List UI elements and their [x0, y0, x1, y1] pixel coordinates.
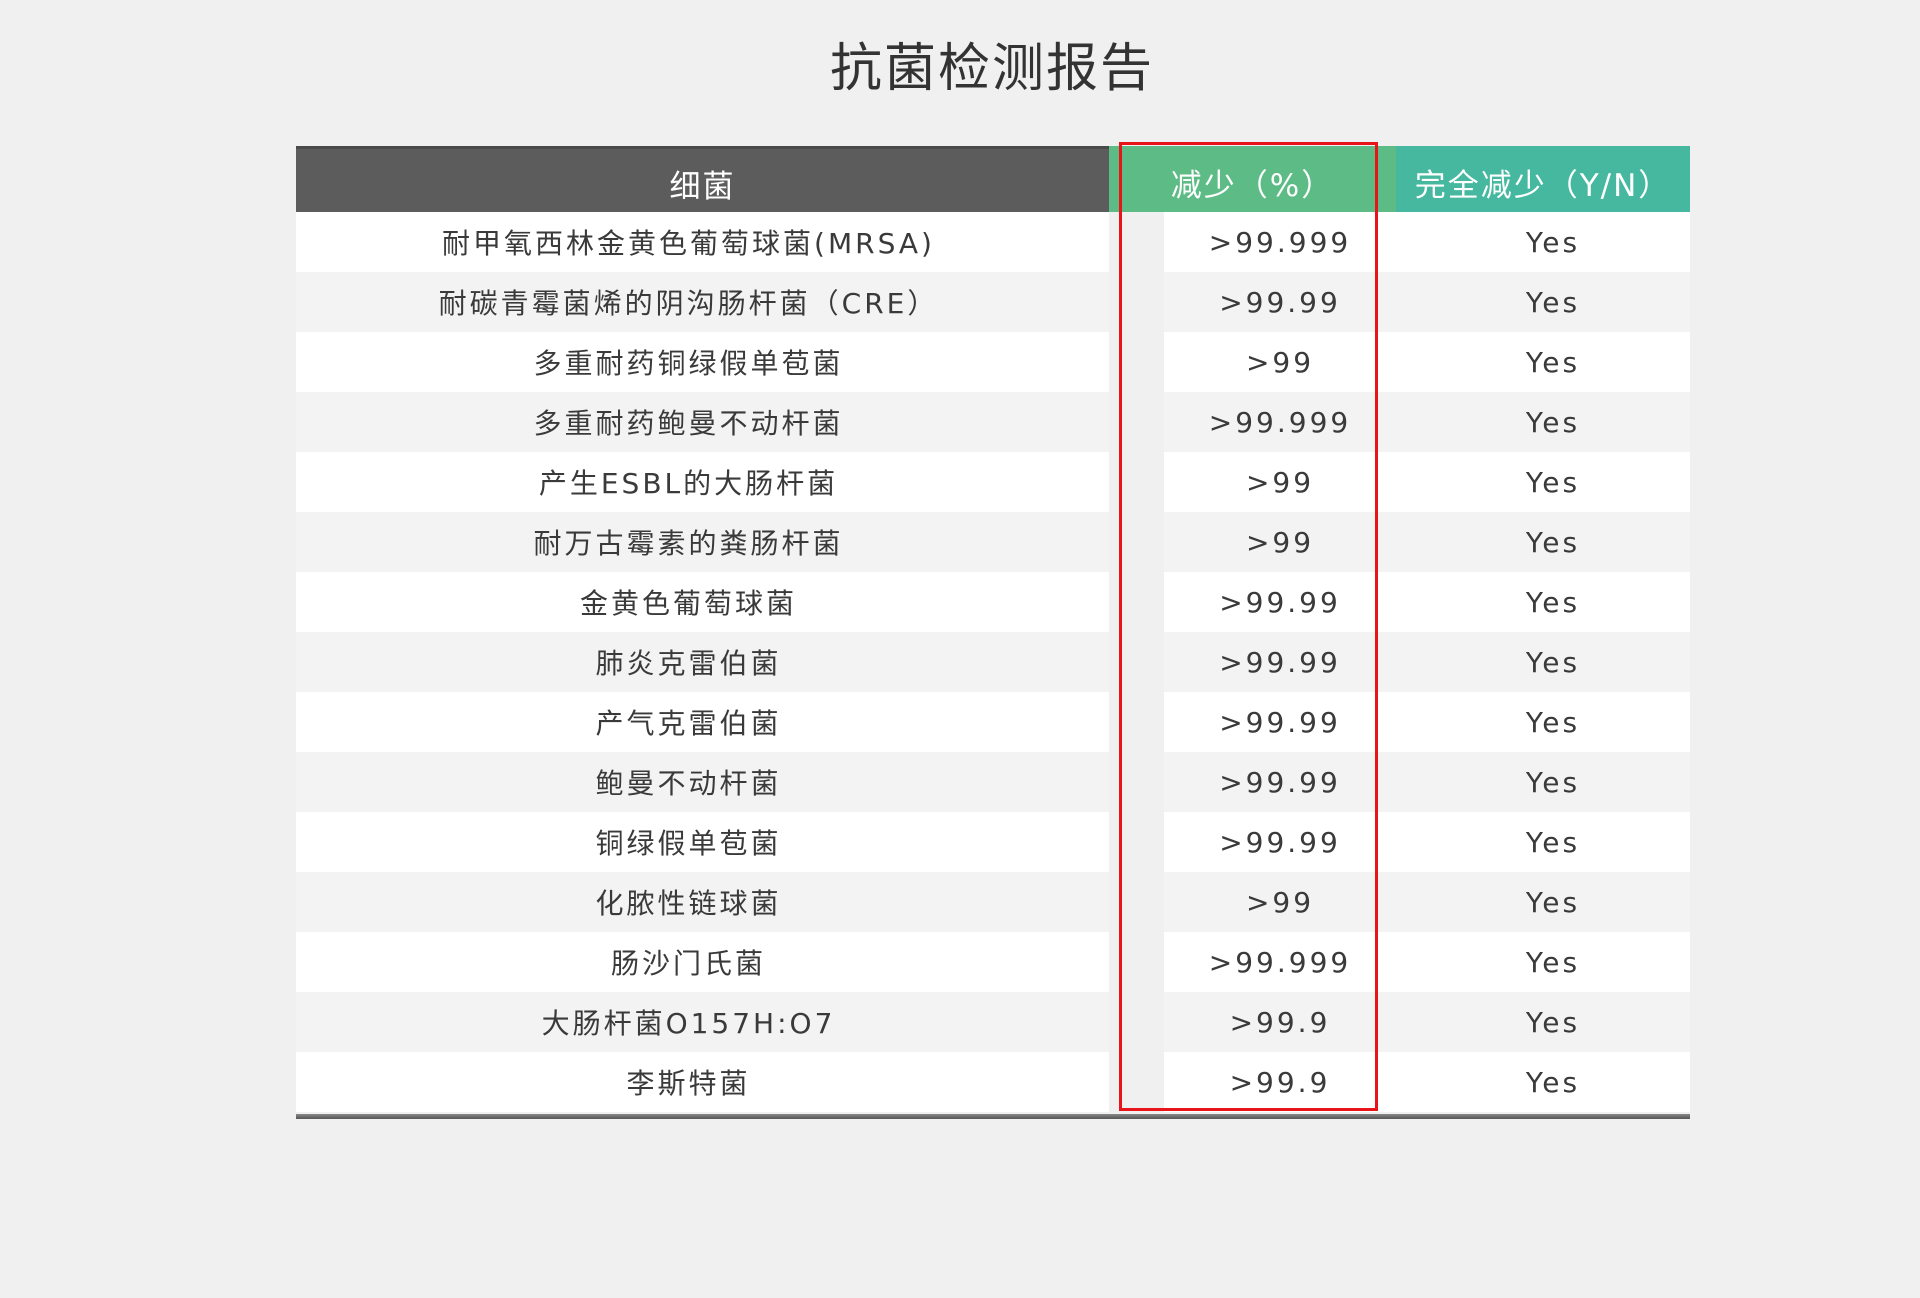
column-gap: [1109, 812, 1164, 872]
page-title: 抗菌检测报告: [829, 39, 1154, 99]
table-row: 耐甲氧西林金黄色葡萄球菌(MRSA) >99.999 Yes: [296, 212, 1690, 272]
table-row: 大肠杆菌O157H:O7 >99.9 Yes: [296, 992, 1690, 1052]
column-gap: [1109, 992, 1164, 1052]
cell-complete: Yes: [1396, 932, 1690, 992]
cell-complete: Yes: [1396, 1052, 1690, 1112]
column-gap: [1109, 572, 1164, 632]
table-row: 鲍曼不动杆菌 >99.99 Yes: [296, 752, 1690, 812]
cell-complete: Yes: [1396, 752, 1690, 812]
table-row: 产气克雷伯菌 >99.99 Yes: [296, 692, 1690, 752]
cell-complete: Yes: [1396, 992, 1690, 1052]
cell-reduction: >99.99: [1164, 692, 1396, 752]
table-header: 细菌 减少（%） 完全减少（Y/N）: [296, 146, 1690, 212]
cell-bacteria: 肺炎克雷伯菌: [296, 632, 1109, 692]
cell-reduction: >99.99: [1164, 632, 1396, 692]
cell-reduction: >99: [1164, 872, 1396, 932]
column-gap: [1109, 512, 1164, 572]
highlight-box: [1119, 142, 1378, 1111]
table-row: 肺炎克雷伯菌 >99.99 Yes: [296, 632, 1690, 692]
cell-bacteria: 耐碳青霉菌烯的阴沟肠杆菌（CRE）: [296, 272, 1109, 332]
cell-complete: Yes: [1396, 212, 1690, 272]
column-gap: [1109, 932, 1164, 992]
table-bottom-rule: [296, 1114, 1690, 1119]
cell-reduction: >99.99: [1164, 752, 1396, 812]
header-complete-reduction: 完全减少（Y/N）: [1396, 146, 1690, 212]
cell-complete: Yes: [1396, 332, 1690, 392]
cell-bacteria: 多重耐药鲍曼不动杆菌: [296, 392, 1109, 452]
table-row: 金黄色葡萄球菌 >99.99 Yes: [296, 572, 1690, 632]
cell-bacteria: 李斯特菌: [296, 1052, 1109, 1112]
column-gap: [1109, 212, 1164, 272]
cell-complete: Yes: [1396, 692, 1690, 752]
cell-bacteria: 大肠杆菌O157H:O7: [296, 992, 1109, 1052]
cell-bacteria: 耐甲氧西林金黄色葡萄球菌(MRSA): [296, 212, 1109, 272]
cell-reduction: >99.9: [1164, 992, 1396, 1052]
table-row: 耐碳青霉菌烯的阴沟肠杆菌（CRE） >99.99 Yes: [296, 272, 1690, 332]
table-row: 多重耐药鲍曼不动杆菌 >99.999 Yes: [296, 392, 1690, 452]
column-gap: [1109, 632, 1164, 692]
column-gap: [1109, 392, 1164, 452]
cell-reduction: >99.999: [1164, 932, 1396, 992]
cell-reduction: >99: [1164, 332, 1396, 392]
table-row: 耐万古霉素的粪肠杆菌 >99 Yes: [296, 512, 1690, 572]
column-gap: [1109, 272, 1164, 332]
cell-bacteria: 金黄色葡萄球菌: [296, 572, 1109, 632]
column-gap: [1109, 332, 1164, 392]
header-reduction: 减少（%）: [1109, 146, 1396, 212]
column-gap: [1109, 452, 1164, 512]
cell-bacteria: 产气克雷伯菌: [296, 692, 1109, 752]
table-row: 肠沙门氏菌 >99.999 Yes: [296, 932, 1690, 992]
table-row: 化脓性链球菌 >99 Yes: [296, 872, 1690, 932]
cell-reduction: >99.999: [1164, 212, 1396, 272]
cell-complete: Yes: [1396, 272, 1690, 332]
cell-bacteria: 化脓性链球菌: [296, 872, 1109, 932]
cell-reduction: >99.99: [1164, 572, 1396, 632]
header-bacteria: 细菌: [296, 146, 1109, 212]
cell-reduction: >99.99: [1164, 812, 1396, 872]
table-row: 产生ESBL的大肠杆菌 >99 Yes: [296, 452, 1690, 512]
cell-complete: Yes: [1396, 812, 1690, 872]
cell-reduction: >99: [1164, 512, 1396, 572]
cell-reduction: >99.99: [1164, 272, 1396, 332]
table-row: 铜绿假单苞菌 >99.99 Yes: [296, 812, 1690, 872]
cell-complete: Yes: [1396, 572, 1690, 632]
cell-bacteria: 多重耐药铜绿假单苞菌: [296, 332, 1109, 392]
column-gap: [1109, 1052, 1164, 1112]
table-row: 李斯特菌 >99.9 Yes: [296, 1052, 1690, 1112]
cell-bacteria: 鲍曼不动杆菌: [296, 752, 1109, 812]
cell-bacteria: 肠沙门氏菌: [296, 932, 1109, 992]
table-body: 耐甲氧西林金黄色葡萄球菌(MRSA) >99.999 Yes 耐碳青霉菌烯的阴沟肠杆菌…: [296, 212, 1690, 1112]
cell-complete: Yes: [1396, 512, 1690, 572]
cell-reduction: >99.999: [1164, 392, 1396, 452]
cell-bacteria: 铜绿假单苞菌: [296, 812, 1109, 872]
table-row: 多重耐药铜绿假单苞菌 >99 Yes: [296, 332, 1690, 392]
cell-complete: Yes: [1396, 392, 1690, 452]
cell-complete: Yes: [1396, 452, 1690, 512]
results-table: 细菌 减少（%） 完全减少（Y/N） 耐甲氧西林金黄色葡萄球菌(MRSA) >99…: [296, 146, 1690, 1119]
cell-bacteria: 耐万古霉素的粪肠杆菌: [296, 512, 1109, 572]
cell-bacteria: 产生ESBL的大肠杆菌: [296, 452, 1109, 512]
cell-reduction: >99: [1164, 452, 1396, 512]
column-gap: [1109, 872, 1164, 932]
cell-reduction: >99.9: [1164, 1052, 1396, 1112]
cell-complete: Yes: [1396, 872, 1690, 932]
column-gap: [1109, 752, 1164, 812]
column-gap: [1109, 692, 1164, 752]
cell-complete: Yes: [1396, 632, 1690, 692]
